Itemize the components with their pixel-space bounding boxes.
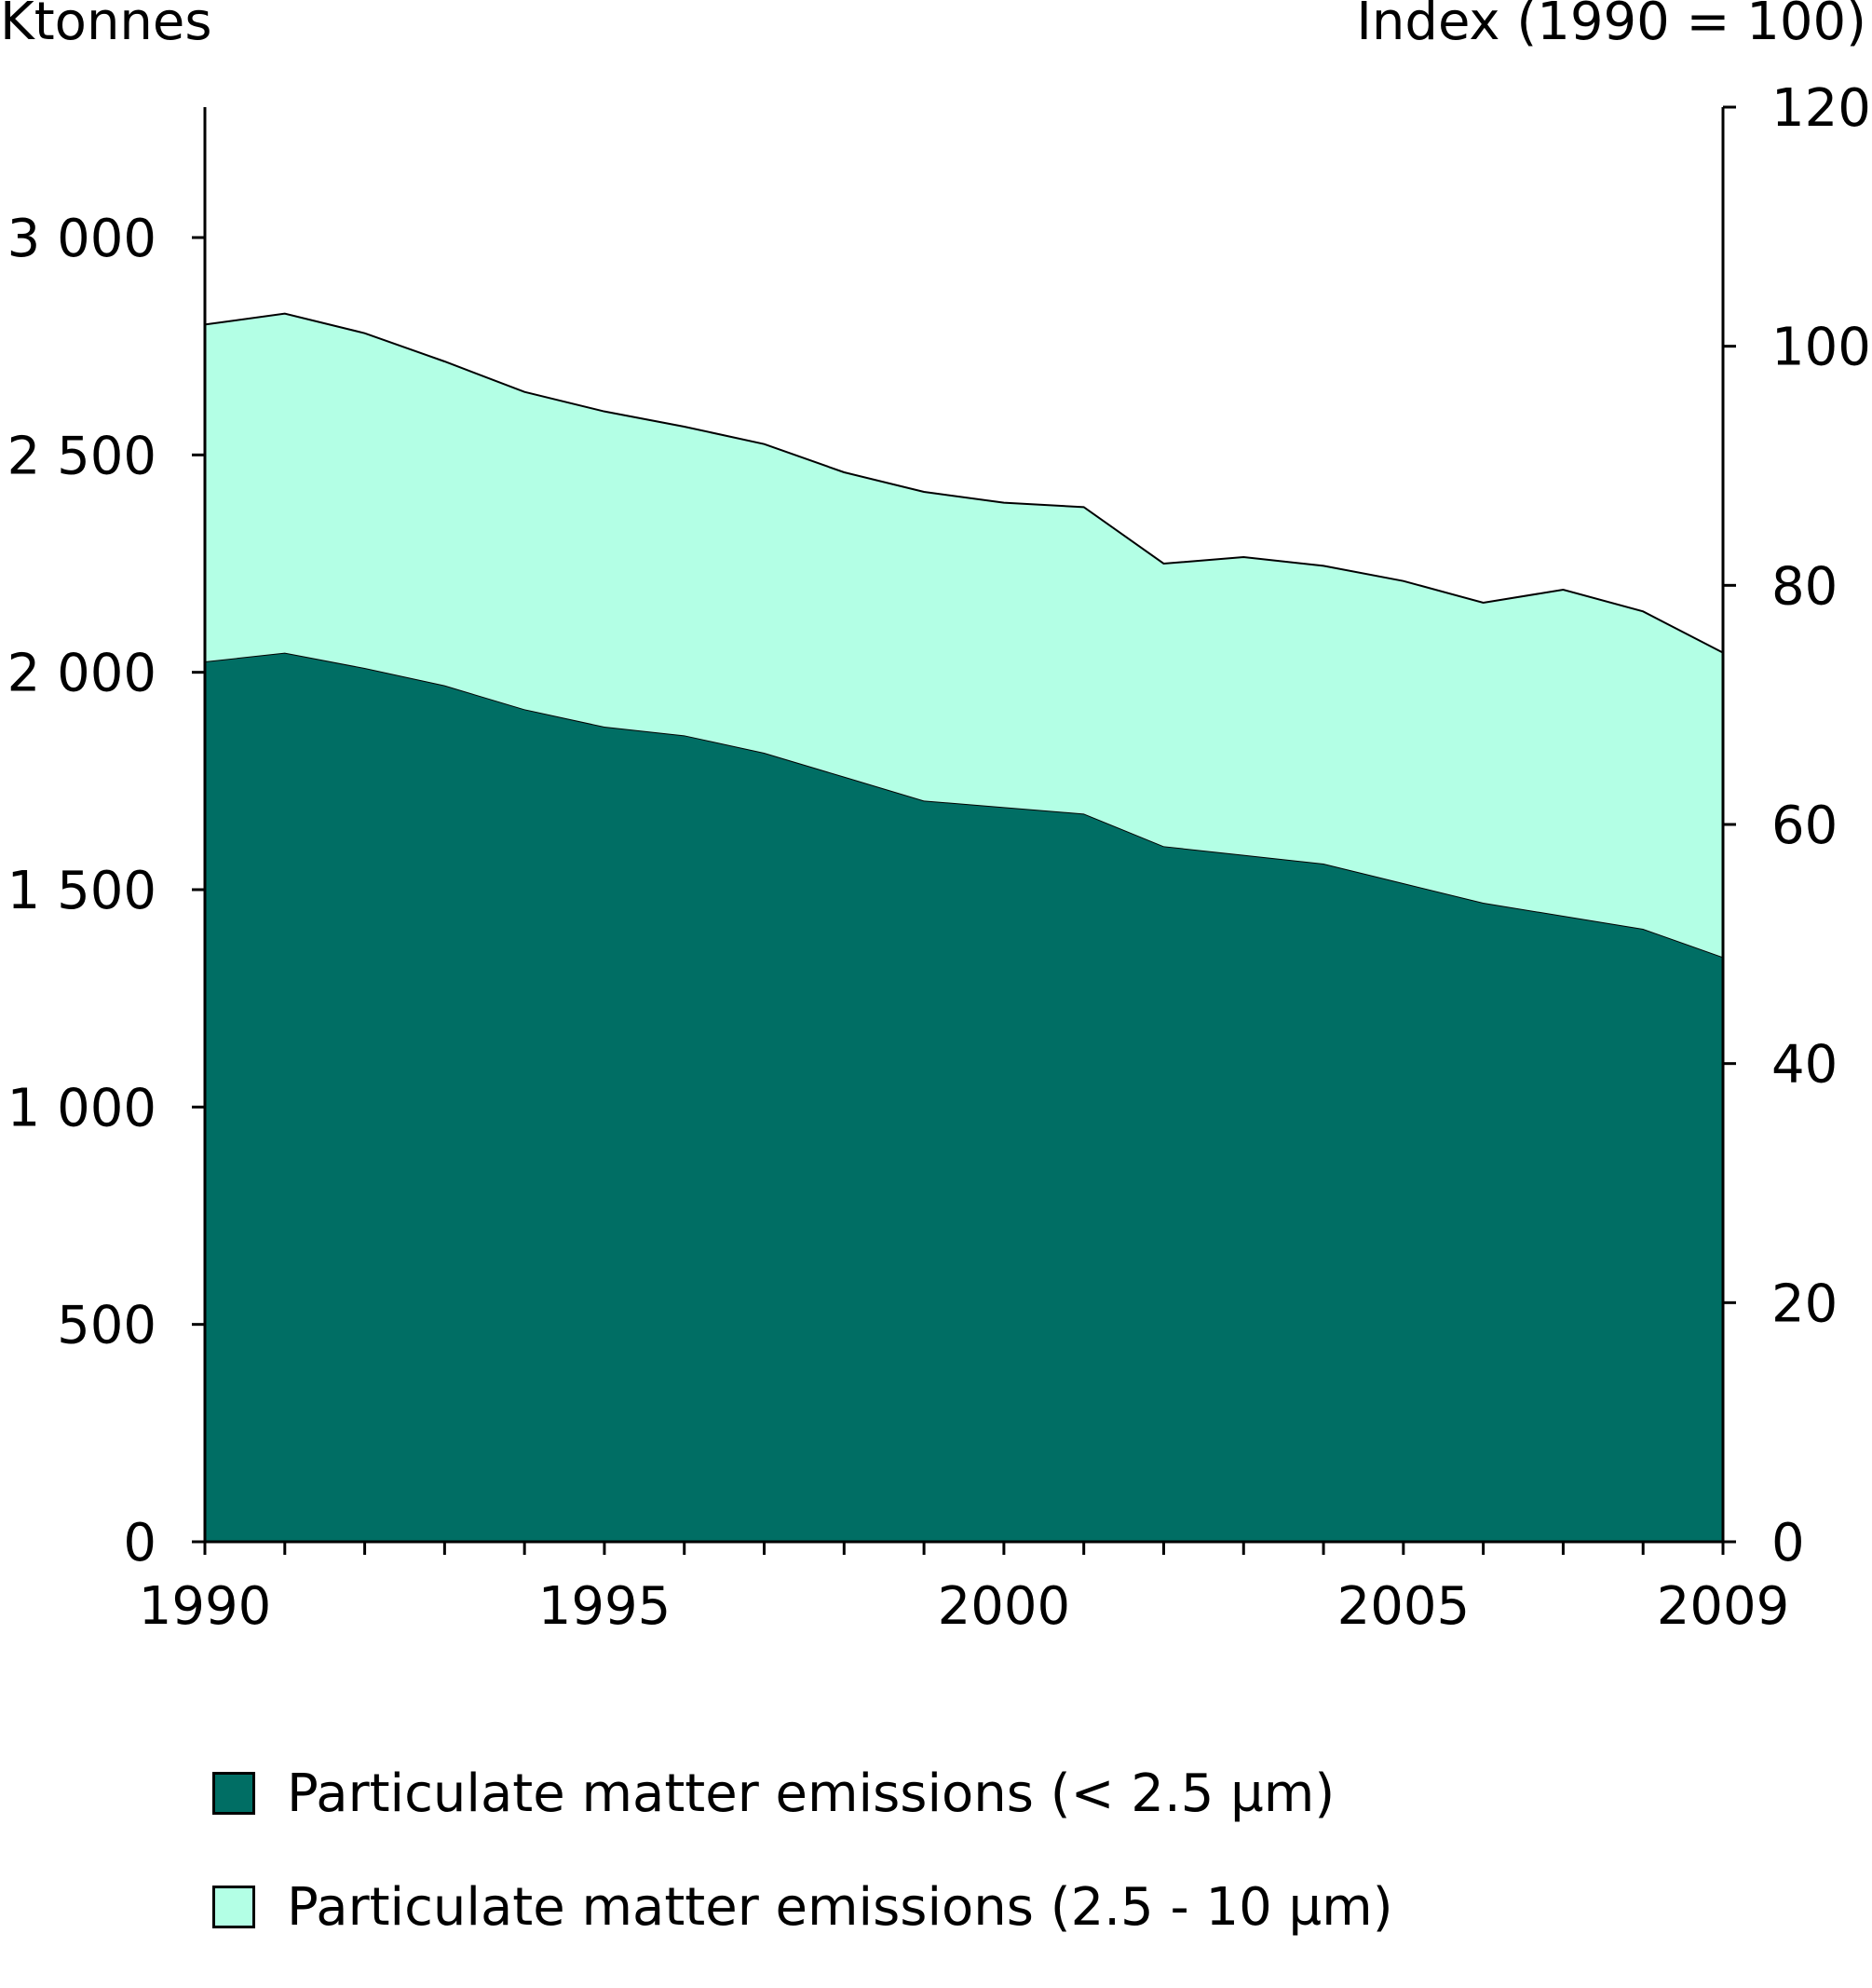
left-y-tick-label: 2 500 bbox=[7, 426, 156, 486]
right-y-tick-label: 40 bbox=[1771, 1035, 1838, 1096]
left-y-tick-label: 1 500 bbox=[7, 861, 156, 921]
area-outline-series-1 bbox=[204, 312, 1724, 654]
x-tick-label: 1990 bbox=[139, 1576, 272, 1637]
left-y-tick-label: 500 bbox=[57, 1296, 156, 1356]
right-y-tick-label: 120 bbox=[1771, 78, 1871, 139]
x-tick-label: 2009 bbox=[1657, 1576, 1790, 1637]
x-tick-label: 1995 bbox=[538, 1576, 671, 1637]
chart: 0 500 1 000 1 500 2 000 2 500 3 000 0 20 40 60 80 10… bbox=[0, 0, 1871, 1637]
chart-areas bbox=[204, 312, 1724, 1542]
legend: Particulate matter emissions (< 2.5 µm) … bbox=[212, 1761, 1393, 1988]
area-series-1 bbox=[205, 313, 1723, 958]
left-y-tick-label: 1 000 bbox=[7, 1078, 156, 1138]
legend-label-pm25: Particulate matter emissions (< 2.5 µm) bbox=[287, 1763, 1336, 1824]
left-y-tick-label: 0 bbox=[123, 1513, 156, 1573]
legend-swatch-pm25 bbox=[212, 1772, 255, 1815]
x-tick-label: 2000 bbox=[938, 1576, 1071, 1637]
right-y-tick-label: 0 bbox=[1771, 1513, 1805, 1573]
legend-item-pm10: Particulate matter emissions (2.5 - 10 µ… bbox=[212, 1874, 1393, 1940]
legend-label-pm10: Particulate matter emissions (2.5 - 10 µ… bbox=[287, 1876, 1393, 1938]
chart-axes: 0 500 1 000 1 500 2 000 2 500 3 000 0 20 40 60 80 10… bbox=[7, 78, 1871, 1637]
right-y-tick-label: 20 bbox=[1771, 1273, 1838, 1334]
x-tick-label: 2005 bbox=[1337, 1576, 1471, 1637]
right-y-tick-label: 80 bbox=[1771, 556, 1838, 617]
area-series-0 bbox=[205, 652, 1723, 1542]
right-axis-title: Index (1990 = 100) bbox=[1356, 0, 1866, 52]
legend-item-pm25: Particulate matter emissions (< 2.5 µm) bbox=[212, 1761, 1393, 1826]
left-y-tick-label: 3 000 bbox=[7, 209, 156, 269]
right-y-tick-label: 60 bbox=[1771, 796, 1838, 856]
legend-swatch-pm10 bbox=[212, 1886, 255, 1928]
left-y-tick-label: 2 000 bbox=[7, 644, 156, 704]
right-y-tick-label: 100 bbox=[1771, 318, 1871, 378]
left-axis-title: Ktonnes bbox=[0, 0, 212, 52]
